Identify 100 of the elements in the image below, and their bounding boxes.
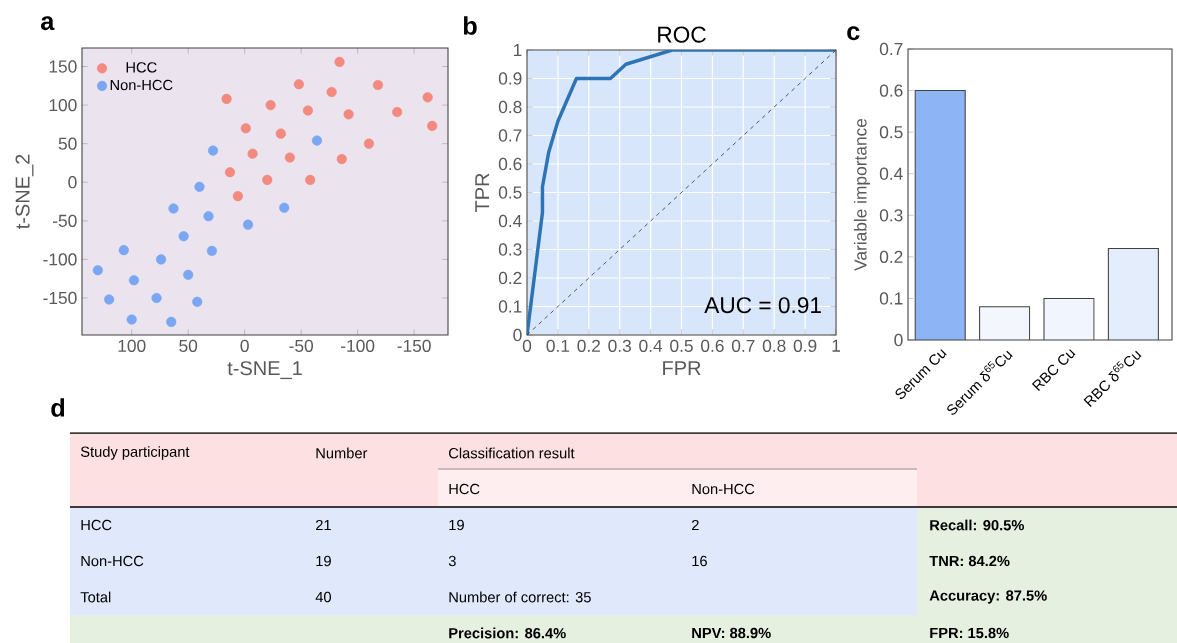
text: Non-HCC [81,555,144,567]
x-tick-label: -50 [289,339,313,352]
annotation: AUC = 0.91 [704,297,821,314]
point [311,135,323,146]
point [293,79,304,90]
point [336,154,347,165]
y-tick-label: 0.1 [498,300,522,313]
point [128,275,140,286]
text: c [847,26,860,41]
point [279,202,290,213]
x-tick-label: 0.7 [731,339,755,352]
x-tick-label: -100 [341,339,375,352]
text: 19 [449,519,464,531]
text: HCC [449,483,480,495]
y-tick-label: 0.4 [498,214,522,228]
point [156,254,167,265]
x-tick-label: 0 [240,339,249,352]
text: 19 [316,555,331,567]
point [326,86,337,98]
point [334,56,345,67]
text: Accuracy: 87.5% [929,590,1047,604]
point [242,219,254,230]
text: Number of correct: 35 [449,591,591,603]
x-tick-label: 0.9 [793,339,817,352]
y-axis-title: Variable importance [853,118,871,271]
y-tick-label: 0.1 [879,292,903,305]
x-tick-label: 0.2 [577,339,600,352]
point [392,106,403,118]
y-tick-label: 0.4 [879,167,903,180]
point [302,105,313,116]
x-axis-title: FPR [663,361,701,375]
y-tick-label: -100 [43,253,77,266]
point [305,174,316,185]
point [422,92,433,103]
point [372,79,384,91]
text: FPR: 15.8% [930,627,1009,639]
x-tick-label: 0.8 [762,339,786,352]
text: Precision: 86.4% [449,627,566,639]
x-tick-label: 0.1 [546,339,570,352]
y-tick-label: 0.3 [498,243,522,256]
x-tick-label: -150 [397,339,431,352]
point [363,138,374,149]
text: Classification result [449,447,575,459]
y-tick-label: 0.6 [498,157,522,171]
y-tick-label: 0.3 [879,209,903,222]
x-axis-title: t-SNE_1 [227,361,302,380]
point [224,167,236,178]
y-tick-label: 0.7 [498,129,522,142]
point [240,123,251,134]
x-tick-label: 0.4 [639,339,663,352]
chart-title: ROC [658,26,706,43]
point [343,109,354,120]
point [118,245,129,256]
y-tick-label: 0.5 [879,126,903,139]
y-tick-label: 50 [58,137,77,150]
text: Number [316,447,368,459]
y-tick-label: 0 [513,328,522,342]
y-axis-title: t-SNE_2 [15,154,34,229]
point [126,314,137,325]
text: d [51,398,65,417]
point [166,316,177,327]
y-tick-label: 0.8 [498,100,522,114]
point [151,292,162,304]
point [183,269,194,280]
y-tick-label: 150 [49,60,77,73]
x-tick-label: 1 [832,339,840,352]
point [427,120,438,131]
point [265,100,276,111]
point [194,181,205,192]
point [92,265,103,276]
x-tick-label: 0 [522,339,532,352]
text: Total [80,591,111,603]
y-tick-label: 100 [49,98,77,112]
text: HCC [81,519,112,531]
legend-label: HCC [126,62,157,73]
y-tick-label: 0.2 [498,271,522,285]
x-tick-label: 0.3 [608,339,631,352]
y-tick-label: 0 [68,176,77,189]
line-series [527,49,837,335]
y-tick-label: 0.2 [879,250,903,263]
point [284,152,295,163]
y-tick-label: -50 [53,214,77,227]
point [275,128,286,139]
point [247,148,258,159]
y-tick-label: -150 [43,291,77,305]
text: 3 [448,555,456,567]
y-tick-label: 0.9 [498,72,522,85]
text: 16 [692,555,707,567]
point [207,145,219,156]
text: Recall: 90.5% [930,519,1024,531]
point [206,245,217,256]
text: 40 [315,591,331,603]
x-tick-label: 0.5 [670,339,693,352]
text: Non-HCC [692,483,755,495]
text: a [41,16,55,31]
point [221,93,232,104]
y-tick-label: 0.5 [498,186,522,199]
y-tick-label: 0.7 [879,42,903,56]
point [168,203,179,214]
y-tick-label: 0.6 [879,84,903,97]
